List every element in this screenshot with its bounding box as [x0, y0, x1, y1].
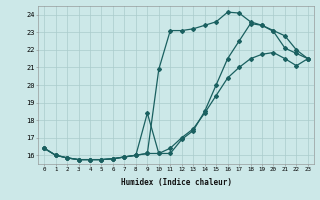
X-axis label: Humidex (Indice chaleur): Humidex (Indice chaleur) [121, 178, 231, 187]
